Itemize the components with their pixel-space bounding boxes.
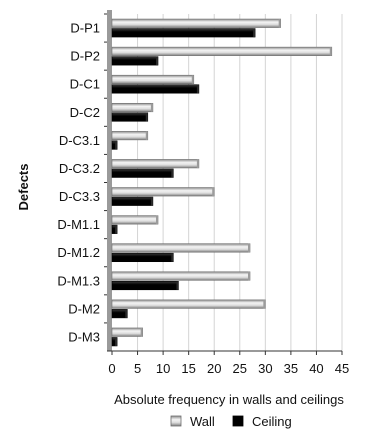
- ceiling-bar-cap: [150, 197, 153, 206]
- legend-swatch-ceiling: [232, 415, 244, 427]
- wall-bar-cap: [248, 271, 250, 281]
- ceiling-bar-cap: [156, 56, 158, 66]
- ceiling-bar-cap: [115, 140, 118, 150]
- plot-base-wall: [107, 10, 112, 351]
- wall-bar-cap: [329, 47, 332, 56]
- ceiling-bar: [111, 28, 256, 38]
- y-tick-label: D-M2: [68, 301, 100, 316]
- ceiling-bar-cap: [196, 84, 199, 94]
- x-tick-label: 20: [207, 361, 221, 376]
- wall-bar-cap: [263, 299, 266, 309]
- y-tick-label: D-P2: [70, 49, 100, 64]
- x-tick-label: 0: [108, 361, 115, 376]
- ceiling-bar: [111, 84, 200, 94]
- ceiling-bar-cap: [253, 28, 256, 38]
- wall-bar: [111, 271, 251, 281]
- axes: [104, 10, 343, 355]
- tick-labels: 0 5 10 15 20 25 30 35 40 45 D-P1 D-P2 D-C1 D-C2 D-C3.1…: [57, 21, 349, 376]
- wall-bar: [111, 18, 281, 28]
- legend: Wall Ceiling: [170, 414, 292, 429]
- wall-bar-cap: [140, 327, 143, 337]
- x-tick-label: 45: [335, 361, 349, 376]
- x-tick-label: 40: [309, 361, 323, 376]
- x-tick-label: 10: [156, 361, 170, 376]
- y-tick-label: D-M3: [68, 329, 100, 344]
- y-tick-label: D-M1.3: [57, 273, 100, 288]
- y-tick-label: D-C2: [70, 105, 100, 120]
- x-tick-label: 35: [284, 361, 298, 376]
- wall-bar: [111, 102, 154, 113]
- wall-bar-cap: [196, 159, 199, 168]
- ceiling-bar-cap: [176, 281, 179, 290]
- x-tick-label: 5: [134, 361, 141, 376]
- wall-bar-cap: [212, 187, 215, 197]
- wall-bar: [111, 159, 200, 169]
- gridlines: [137, 14, 343, 351]
- y-tick-label: D-M1.1: [57, 217, 100, 232]
- ceiling-bar: [111, 280, 179, 291]
- ceiling-bar: [111, 168, 174, 178]
- x-tick-label: 30: [258, 361, 272, 376]
- y-tick-label: D-M1.2: [57, 245, 100, 260]
- bars: [111, 18, 333, 347]
- ceiling-bar-cap: [145, 112, 148, 122]
- ceiling-bar: [111, 252, 174, 263]
- x-tick-label: 15: [181, 361, 195, 376]
- ceiling-bar: [111, 196, 154, 206]
- y-tick-label: D-C3.1: [59, 133, 100, 148]
- y-tick-label: D-C3.2: [59, 161, 100, 176]
- ceiling-bar: [111, 56, 159, 66]
- x-tick-label: 25: [233, 361, 247, 376]
- wall-bar: [111, 74, 195, 85]
- y-tick-label: D-C1: [70, 77, 100, 92]
- wall-bar-cap: [248, 243, 250, 253]
- ceiling-bar-cap: [115, 337, 118, 346]
- wall-bar: [111, 327, 143, 337]
- legend-swatch-wall: [170, 415, 182, 427]
- ceiling-bar-cap: [115, 225, 118, 234]
- ceiling-bar: [111, 112, 149, 122]
- wall-bar-cap: [150, 103, 153, 112]
- legend-label-wall: Wall: [190, 414, 215, 429]
- wall-bar: [111, 46, 333, 56]
- wall-bar-cap: [156, 215, 158, 225]
- wall-bar: [111, 215, 159, 225]
- wall-bar-cap: [145, 131, 148, 140]
- ceiling-bar-cap: [171, 168, 174, 178]
- ceiling-bar-cap: [125, 309, 128, 318]
- ceiling-bar: [111, 309, 128, 319]
- x-axis-title: Absolute frequency in walls and ceilings: [114, 392, 344, 407]
- wall-bar: [111, 187, 215, 197]
- y-tick-label: D-C3.3: [59, 189, 100, 204]
- legend-label-ceiling: Ceiling: [252, 414, 292, 429]
- ceiling-bar-cap: [171, 253, 174, 262]
- wall-bar: [111, 299, 266, 309]
- wall-bar: [111, 131, 149, 141]
- wall-bar: [111, 243, 251, 253]
- wall-bar-cap: [191, 75, 194, 84]
- y-axis-title: Defects: [16, 164, 31, 211]
- wall-bar-cap: [278, 19, 281, 28]
- y-tick-label: D-P1: [70, 21, 100, 36]
